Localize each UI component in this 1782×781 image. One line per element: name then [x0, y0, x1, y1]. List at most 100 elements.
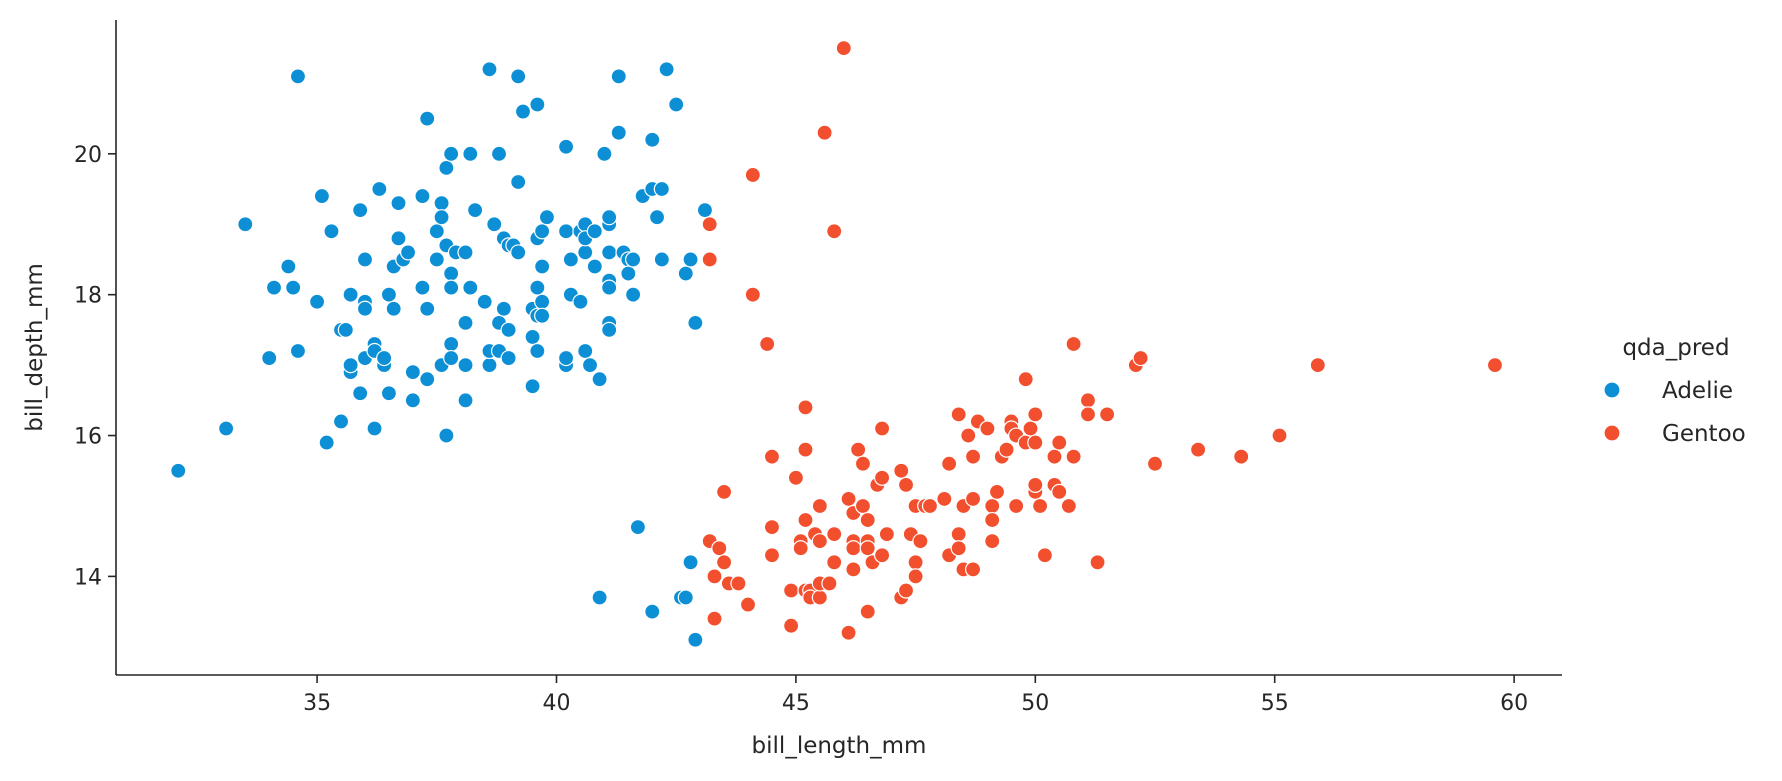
legend-entries: Adelie Gentoo [1603, 378, 1746, 447]
point-gentoo [797, 441, 814, 458]
point-gentoo [1132, 349, 1149, 367]
point-adelie [337, 321, 354, 338]
point-adelie [352, 385, 369, 402]
point-adelie [433, 195, 450, 212]
point-gentoo [984, 533, 1001, 550]
point-gentoo [1060, 497, 1077, 515]
point-adelie [534, 307, 551, 324]
data-points [170, 40, 1504, 648]
point-gentoo [873, 420, 891, 437]
axes: 35 40 45 50 55 60 14 16 18 20 bill_length_mm bil… [22, 20, 1562, 759]
point-adelie [443, 145, 460, 162]
point-adelie [682, 554, 699, 571]
point-adelie [668, 96, 685, 113]
point-gentoo [1079, 392, 1097, 409]
point-adelie [323, 223, 340, 240]
point-gentoo [759, 335, 776, 353]
point-adelie [529, 279, 546, 296]
point-adelie [601, 209, 618, 226]
y-tick-label: 14 [74, 565, 102, 590]
point-gentoo [1017, 371, 1034, 388]
y-tick-label: 16 [74, 425, 102, 450]
point-adelie [591, 371, 608, 388]
point-adelie [625, 251, 642, 268]
point-adelie [557, 138, 575, 155]
point-adelie [687, 314, 704, 331]
point-adelie [572, 293, 589, 310]
point-adelie [438, 427, 455, 444]
point-adelie [285, 279, 302, 296]
point-gentoo [907, 554, 924, 571]
legend-marker-gentoo [1603, 424, 1621, 442]
y-tick-label: 18 [74, 284, 102, 309]
y-tick-label: 20 [74, 143, 102, 168]
point-gentoo [797, 399, 814, 416]
point-gentoo [984, 497, 1001, 515]
point-adelie [342, 357, 359, 374]
point-gentoo [960, 427, 977, 444]
point-gentoo [1022, 420, 1039, 437]
point-gentoo [1027, 476, 1044, 493]
point-gentoo [1089, 554, 1106, 571]
point-gentoo [893, 462, 910, 479]
point-gentoo [840, 490, 857, 508]
point-adelie [380, 385, 398, 402]
point-gentoo [826, 526, 843, 543]
point-adelie [610, 124, 627, 141]
point-adelie [462, 279, 479, 296]
point-adelie [332, 413, 350, 430]
point-adelie [170, 462, 187, 479]
point-adelie [371, 180, 388, 198]
point-adelie [510, 244, 527, 261]
point-adelie [524, 328, 541, 346]
point-gentoo [950, 540, 967, 557]
point-adelie [486, 216, 503, 233]
point-gentoo [840, 624, 857, 641]
point-gentoo [792, 540, 809, 557]
point-adelie [682, 251, 699, 268]
point-gentoo [744, 166, 761, 184]
point-adelie [577, 244, 594, 261]
point-adelie [443, 349, 460, 367]
point-gentoo [1065, 335, 1082, 353]
point-gentoo [1309, 357, 1326, 374]
point-adelie [399, 244, 417, 261]
point-adelie [419, 110, 436, 127]
point-gentoo [787, 469, 805, 486]
point-adelie [534, 223, 551, 240]
point-adelie [280, 258, 297, 275]
point-adelie [562, 251, 579, 268]
point-adelie [289, 68, 307, 85]
point-adelie [457, 314, 474, 331]
point-gentoo [936, 490, 953, 508]
point-adelie [557, 223, 575, 240]
point-gentoo [811, 589, 828, 606]
point-gentoo [859, 511, 876, 529]
point-gentoo [912, 533, 929, 550]
point-gentoo [706, 610, 723, 627]
y-axis-label: bill_depth_mm [22, 263, 48, 432]
point-adelie [529, 96, 546, 113]
point-adelie [687, 631, 704, 648]
y-ticks: 14 16 18 20 [74, 143, 116, 590]
point-gentoo [1065, 448, 1082, 465]
point-adelie [629, 518, 647, 536]
point-adelie [625, 286, 642, 303]
point-gentoo [1027, 406, 1044, 423]
point-gentoo [1008, 497, 1025, 515]
point-gentoo [1486, 357, 1504, 374]
point-adelie [419, 371, 436, 388]
point-gentoo [854, 497, 872, 515]
point-gentoo [1036, 547, 1053, 564]
point-gentoo [1233, 448, 1250, 465]
point-adelie [390, 195, 407, 212]
point-adelie [500, 349, 517, 367]
point-adelie [237, 216, 254, 233]
point-adelie [490, 145, 508, 162]
point-gentoo [845, 561, 862, 578]
point-gentoo [859, 603, 876, 620]
point-gentoo [950, 526, 967, 543]
point-adelie [696, 202, 714, 219]
point-adelie [428, 251, 445, 268]
